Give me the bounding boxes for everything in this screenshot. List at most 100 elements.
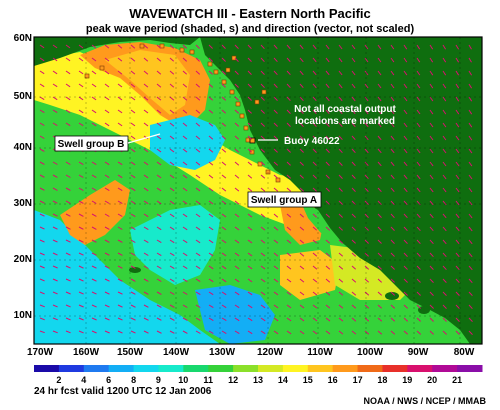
map-title: WAVEWATCH III - Eastern North Pacific <box>129 6 371 21</box>
wave-vector <box>442 44 447 50</box>
wave-vector <box>39 70 45 75</box>
wave-vector <box>351 330 357 335</box>
wave-vector <box>403 226 408 232</box>
wave-vector <box>429 304 434 309</box>
wave-vector <box>182 226 188 231</box>
wave-vector <box>52 122 58 127</box>
wave-vector <box>117 96 123 101</box>
wave-vector <box>104 291 110 295</box>
wave-vector <box>390 213 395 219</box>
wave-vector <box>429 109 434 115</box>
wave-vector <box>351 135 356 141</box>
wave-vector <box>247 83 252 88</box>
wave-vector <box>429 278 434 283</box>
wave-vector <box>351 174 356 179</box>
wave-vector <box>65 291 71 295</box>
wave-vector <box>143 226 149 231</box>
wave-vector <box>273 174 279 179</box>
wave-vector <box>416 122 421 128</box>
wave-vector <box>52 200 58 204</box>
wave-vector <box>65 122 71 127</box>
wave-vector <box>208 304 214 309</box>
wave-vector <box>52 44 58 49</box>
wave-vector <box>299 135 304 140</box>
wave-vector <box>78 213 84 217</box>
wave-vector <box>195 317 201 321</box>
colorbar-swatch <box>34 365 60 372</box>
wave-vector <box>91 226 97 230</box>
wave-vector <box>416 109 421 115</box>
wave-vector <box>208 44 213 49</box>
wave-vector <box>39 174 45 178</box>
wave-vector <box>442 57 447 63</box>
wave-vector <box>377 330 383 335</box>
wave-vector <box>403 187 408 193</box>
lon-label-150w: 150W <box>116 347 144 358</box>
wave-vector <box>351 96 356 102</box>
wave-vector <box>104 187 110 192</box>
lon-label-100w: 100W <box>356 347 384 358</box>
wave-vector <box>377 187 382 193</box>
wave-vector <box>468 252 473 258</box>
wave-vector <box>65 278 71 282</box>
wave-vector <box>208 148 214 153</box>
wave-vector <box>312 70 317 76</box>
wave-vector <box>416 265 421 270</box>
wave-vector <box>247 187 253 192</box>
wave-vector <box>169 226 175 231</box>
wave-vector <box>351 109 356 115</box>
wave-vector <box>260 239 266 244</box>
wave-vector <box>169 278 175 282</box>
wave-vector <box>416 239 421 245</box>
wave-vector <box>403 252 408 257</box>
wave-vector <box>247 96 252 101</box>
wave-vector <box>286 304 292 309</box>
wave-vector <box>442 252 447 258</box>
wave-vector <box>234 96 239 101</box>
wave-vector <box>156 213 162 218</box>
wave-vector <box>312 252 318 257</box>
wave-vector <box>91 57 97 62</box>
wave-vector <box>234 174 240 179</box>
wave-vector <box>52 278 58 282</box>
wave-vector <box>221 330 227 335</box>
wave-vector <box>221 278 227 283</box>
wave-vector <box>364 265 370 270</box>
swell-b-text: Swell group B <box>58 139 125 150</box>
wave-vector <box>65 109 71 114</box>
wave-vector <box>39 44 45 49</box>
wave-vector <box>312 291 318 296</box>
wave-vector <box>338 148 343 154</box>
wave-vector <box>195 109 201 114</box>
wave-vector <box>169 187 175 192</box>
wave-vector <box>273 252 279 257</box>
wave-vector <box>195 174 201 179</box>
wave-vector <box>455 70 460 76</box>
wave-vector <box>39 239 45 243</box>
wave-vector <box>273 317 279 322</box>
wave-vector <box>104 304 110 308</box>
wave-vector <box>221 109 227 114</box>
wave-vector <box>455 122 460 128</box>
wave-vector <box>312 161 317 166</box>
wave-vector <box>455 304 460 309</box>
wave-vector <box>234 304 240 309</box>
wave-vector <box>208 252 214 257</box>
wave-vector <box>195 239 201 244</box>
wave-vector <box>247 213 253 218</box>
wave-vector <box>377 148 382 154</box>
wave-vector <box>442 330 447 335</box>
swell-group-a-label: Swell group A <box>247 191 322 208</box>
wave-vector <box>299 317 305 322</box>
wave-vector <box>364 187 369 192</box>
wave-vector <box>338 122 343 128</box>
wave-vector <box>377 57 382 63</box>
wave-vector <box>221 200 227 205</box>
wave-vector <box>312 109 317 115</box>
wave-vector <box>221 70 226 75</box>
wave-vector <box>65 330 71 334</box>
wave-vector <box>195 135 201 140</box>
colorbar-tick-label: 8 <box>131 375 137 385</box>
wave-vector <box>143 44 149 49</box>
